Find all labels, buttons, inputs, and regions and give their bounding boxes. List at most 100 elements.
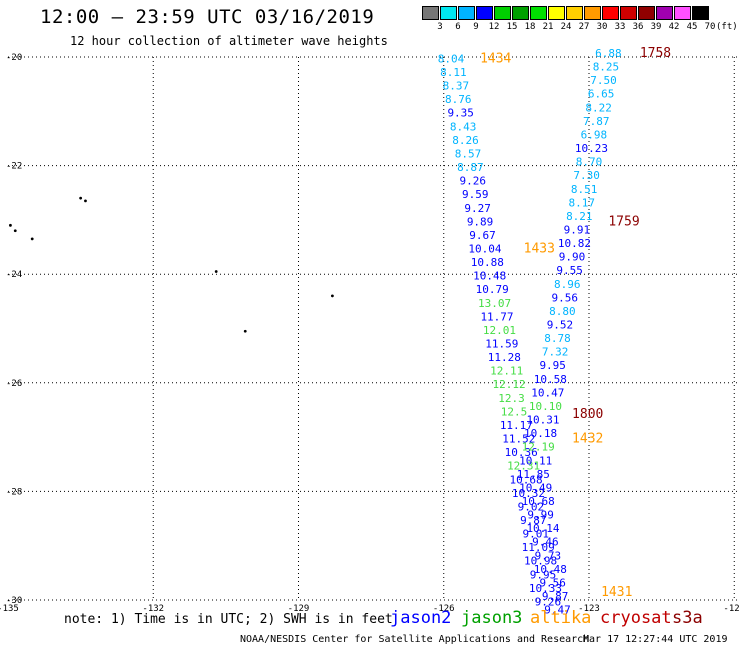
wave-height-label: 10.18	[524, 427, 557, 440]
island-dot	[330, 294, 334, 298]
color-scale-swatch	[602, 6, 619, 20]
wave-height-label: 8.11	[440, 66, 467, 79]
island-dot	[13, 229, 17, 233]
legend-cryosat: cryosat	[600, 608, 672, 628]
color-scale-swatch	[458, 6, 475, 20]
wave-height-label: 8.57	[455, 147, 482, 160]
color-scale-label: 12	[488, 22, 500, 32]
wave-height-label: 9.55	[556, 264, 583, 277]
legend-altika: altika	[530, 608, 592, 628]
wave-height-label: 9.35	[447, 107, 474, 120]
wave-height-label: 8.87	[457, 161, 484, 174]
wave-height-label: 11.59	[485, 338, 518, 351]
wave-height-label: 10.48	[534, 563, 567, 576]
wave-height-label: 8.25	[593, 61, 620, 74]
color-scale-label: 36	[632, 22, 644, 32]
island-dot	[214, 270, 218, 273]
wave-height-label: 7.30	[573, 169, 600, 182]
lon-tick-label: -120	[723, 604, 740, 614]
lat-tick-label: -20	[6, 53, 22, 63]
wave-height-label: 9.02	[518, 500, 545, 513]
pass-time-labels: 1434 1433 1432 1431 1758 1759 1800	[480, 46, 671, 600]
wave-height-label: 8.37	[443, 80, 470, 93]
color-scale-label: 30	[596, 22, 608, 32]
color-scale-swatch	[674, 6, 691, 20]
wave-height-label: 11.77	[480, 310, 513, 323]
wave-height-label: 7.32	[542, 346, 569, 359]
wave-height-label: 7.87	[583, 115, 610, 128]
wave-height-label: 6.65	[588, 88, 615, 101]
island-dot	[79, 196, 83, 200]
axis-tick-labels: -135 -132 -129 -126 -123 -120 -20 -22 -24 -26 -28 -…	[0, 53, 740, 614]
legend-s3a: s3a	[672, 608, 703, 628]
lat-tick-label: -30	[6, 596, 22, 606]
wave-height-label: 9.56	[552, 291, 579, 304]
wave-height-label: 9.46	[532, 536, 559, 549]
wave-height-label: 8.26	[452, 134, 479, 147]
wave-height-label: 10.98	[524, 555, 557, 568]
wave-height-label: 10.58	[534, 373, 567, 386]
wave-height-label: 11.28	[488, 351, 521, 364]
wave-height-label: 8.21	[566, 210, 593, 223]
color-scale-label: 27	[578, 22, 590, 32]
island-dot	[84, 199, 87, 203]
lon-tick-label: -129	[288, 604, 310, 614]
color-scale-label: 45	[686, 22, 698, 32]
color-scale-label: 33	[614, 22, 626, 32]
wave-height-label: 9.52	[547, 319, 574, 332]
wave-height-label: 12.01	[483, 324, 516, 337]
wave-height-label: 9.73	[535, 549, 562, 562]
wave-height-points: 8.048.118.378.769.358.438.268.578.879.26…	[438, 47, 622, 617]
pass-time-label: 1432	[572, 432, 603, 447]
wave-height-label: 8.96	[554, 278, 581, 291]
pass-time-label: 1433	[524, 241, 555, 256]
lon-tick-label: -135	[0, 604, 19, 614]
wave-height-label: 8.80	[549, 305, 576, 318]
color-scale-swatch	[512, 6, 529, 20]
legend-jason3: jason3	[461, 608, 523, 628]
wave-height-label: 11.85	[517, 468, 550, 481]
wave-height-label: 11.09	[522, 541, 555, 554]
wave-height-label: 10.14	[526, 522, 559, 535]
wave-height-label: 8.04	[438, 52, 465, 65]
wave-height-label: 9.99	[527, 509, 554, 522]
map-subtitle: 12 hour collection of altimeter wave hei…	[70, 34, 388, 48]
legend-jason2: jason2	[390, 608, 452, 628]
wave-height-label: 9.26	[460, 175, 487, 188]
wave-height-label: 10.48	[473, 270, 506, 283]
wave-height-label: 12.11	[490, 365, 523, 378]
wave-height-label: 13.07	[478, 297, 511, 310]
wave-height-label: 9.87	[520, 514, 547, 527]
wave-height-label: 9.67	[469, 229, 496, 242]
wave-height-label: 10.32	[512, 487, 545, 500]
wave-height-label: 9.95	[539, 359, 566, 372]
lat-tick-label: -22	[6, 162, 22, 172]
color-scale-label: 21	[542, 22, 554, 32]
wave-height-label: 11.52	[502, 433, 535, 446]
color-scale-swatch	[566, 6, 583, 20]
wave-height-label: 9.01	[522, 528, 549, 541]
wave-height-label: 9.95	[530, 568, 557, 581]
wave-height-label: 10.04	[468, 242, 501, 255]
wave-height-label: 12.12	[493, 378, 526, 391]
lon-tick-label: -126	[433, 604, 455, 614]
wave-height-label: 10.10	[529, 400, 562, 413]
pass-time-label: 1800	[572, 407, 603, 422]
color-scale-swatch	[422, 6, 439, 20]
color-scale-swatch	[692, 6, 709, 20]
wave-height-label: 9.59	[462, 188, 489, 201]
wave-height-label: 10.68	[522, 495, 555, 508]
pass-time-label: 1431	[601, 585, 632, 600]
wave-height-label: 10.33	[529, 582, 562, 595]
graticule-grid	[8, 56, 740, 601]
wave-height-label: 8.22	[585, 101, 612, 114]
color-scale-swatch	[620, 6, 637, 20]
wave-height-label: 8.76	[445, 93, 472, 106]
generated-timestamp: Mar 17 12:27:44 UTC 2019	[583, 634, 728, 645]
map-title: 12:00 – 23:59 UTC 03/16/2019	[40, 6, 375, 28]
wave-height-label: 6.88	[595, 47, 622, 60]
wave-height-label: 10.82	[558, 237, 591, 250]
wave-height-label: 12.31	[507, 460, 540, 473]
island-dot	[30, 237, 34, 241]
